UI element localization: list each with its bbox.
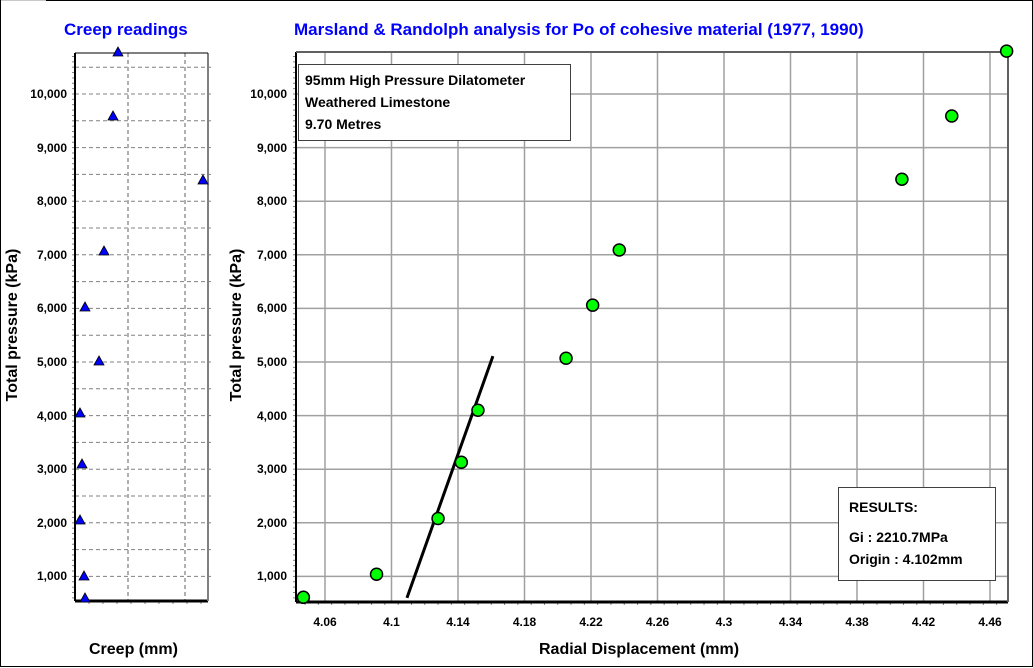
creep-y-tick-label: 1,000 — [36, 569, 67, 584]
main-y-tick-label: 8,000 — [256, 194, 287, 209]
creep-triangle-marker — [74, 407, 86, 418]
results-origin: Origin : 4.102mm — [849, 551, 963, 567]
main-x-axis-title: Radial Displacement (mm) — [539, 641, 740, 658]
creep-triangle-marker — [74, 514, 86, 525]
info-line-instrument: 95mm High Pressure Dilatometer — [305, 72, 526, 88]
creep-triangle-marker — [112, 46, 124, 57]
results-box: RESULTS: Gi : 2210.7MPa Origin : 4.102mm — [838, 487, 996, 581]
creep-y-tick-label: 8,000 — [36, 194, 67, 209]
main-y-tick-label: 9,000 — [256, 140, 287, 155]
results-title: RESULTS: — [849, 499, 918, 515]
data-point-marker — [612, 243, 627, 257]
main-y-tick-label: 1,000 — [256, 569, 287, 584]
data-point-marker — [454, 455, 469, 469]
main-y-tick-label: 3,000 — [256, 462, 287, 477]
main-x-tick-label: 4.38 — [845, 615, 869, 629]
main-y-tick-label: 7,000 — [256, 247, 287, 262]
creep-triangle-marker — [78, 570, 90, 581]
main-x-tick-label: 4.06 — [313, 615, 337, 629]
data-point-marker — [431, 511, 445, 526]
main-x-tick-label: 4.42 — [911, 615, 936, 629]
creep-y-tick-label: 9,000 — [36, 140, 67, 155]
creep-y-tick-label: 5,000 — [36, 355, 67, 369]
data-point-marker — [369, 567, 384, 582]
creep-triangle-marker — [197, 174, 209, 185]
creep-chart-title: Creep readings — [64, 20, 188, 39]
data-point-marker — [945, 109, 959, 123]
main-y-tick-label: 4,000 — [256, 408, 287, 423]
creep-y-tick-label: 4,000 — [36, 408, 67, 423]
data-point-marker — [296, 590, 311, 605]
main-chart-title: Marsland & Randolph analysis for Po of c… — [294, 20, 864, 39]
creep-y-tick-label: 3,000 — [36, 462, 67, 477]
creep-y-tick-label: 7,000 — [36, 247, 67, 262]
main-x-tick-label: 4.22 — [579, 615, 603, 629]
main-y-tick-label: 10,000 — [250, 87, 287, 101]
creep-triangle-marker — [107, 110, 119, 121]
main-x-tick-label: 4.46 — [978, 615, 1002, 629]
creep-triangle-marker — [79, 301, 91, 312]
main-x-tick-label: 4.34 — [778, 615, 803, 629]
creep-triangle-marker — [98, 245, 110, 256]
creep-triangle-marker — [76, 458, 88, 469]
creep-y-tick-label: 10,000 — [30, 87, 67, 101]
info-box: 95mm High Pressure Dilatometer Weathered… — [298, 64, 571, 141]
data-point-marker — [559, 351, 573, 365]
frame-top — [46, 0, 1033, 1]
info-line-depth: 9.70 Metres — [305, 116, 382, 132]
creep-triangle-marker — [93, 355, 105, 366]
main-x-tick-label: 4.14 — [446, 615, 470, 629]
data-point-marker — [585, 298, 600, 312]
main-x-tick-label: 4.3 — [715, 615, 733, 629]
main-y-tick-label: 2,000 — [256, 515, 287, 530]
data-point-marker — [895, 172, 909, 186]
data-point-marker — [999, 44, 1014, 58]
main-y-tick-label: 5,000 — [256, 355, 287, 369]
results-gi: Gi : 2210.7MPa — [849, 529, 948, 545]
creep-y-tick-label: 2,000 — [36, 515, 67, 530]
creep-y-tick-label: 6,000 — [36, 301, 67, 316]
main-x-tick-label: 4.18 — [512, 615, 537, 629]
data-point-marker — [471, 403, 485, 417]
main-x-tick-label: 4.1 — [383, 615, 400, 629]
creep-triangle-marker — [79, 592, 91, 603]
frame-top-left — [0, 0, 46, 1]
creep-x-axis-title: Creep (mm) — [89, 641, 178, 658]
info-line-material: Weathered Limestone — [305, 94, 451, 110]
main-y-tick-label: 6,000 — [256, 301, 287, 316]
main-x-tick-label: 4.26 — [645, 615, 670, 629]
fit-line — [405, 355, 495, 599]
creep-plot-area — [75, 53, 208, 601]
